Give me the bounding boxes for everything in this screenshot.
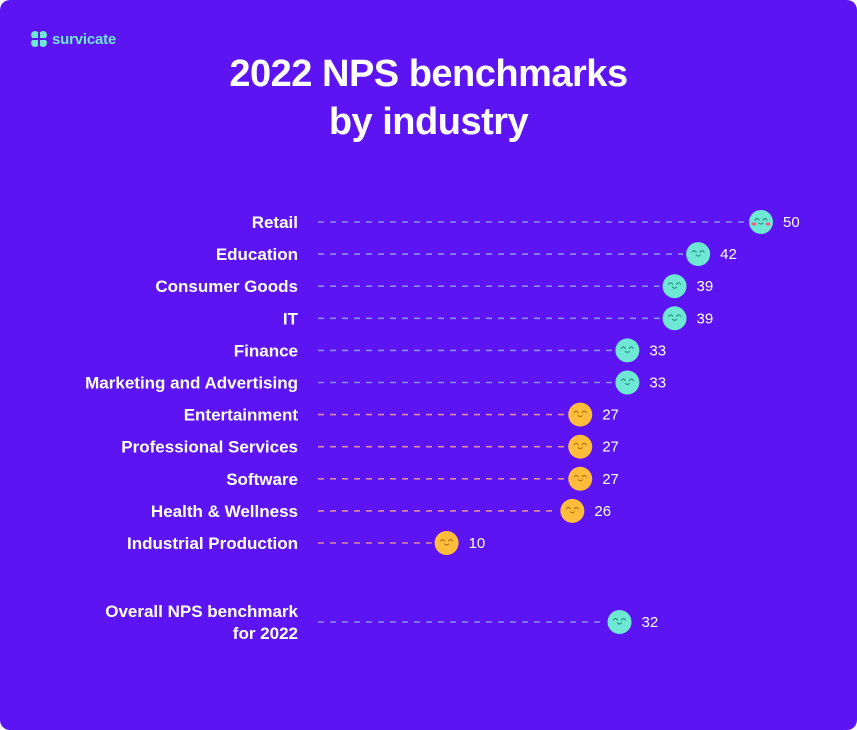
data-row: Consumer Goods 39 bbox=[155, 274, 714, 299]
smiley-face-icon bbox=[615, 338, 640, 363]
data-row: Professional Services 27 bbox=[121, 434, 619, 459]
category-label: Finance bbox=[234, 341, 298, 360]
value-label: 32 bbox=[642, 614, 659, 631]
brand-name: survicate bbox=[52, 30, 117, 48]
smiley-face-icon bbox=[686, 242, 711, 267]
category-label: Consumer Goods bbox=[155, 277, 298, 296]
category-label: Retail bbox=[252, 213, 298, 232]
data-row: Health & Wellness 26 bbox=[151, 498, 611, 523]
value-label: 50 bbox=[783, 214, 800, 231]
value-label: 33 bbox=[649, 375, 666, 392]
category-label: Entertainment bbox=[184, 406, 299, 425]
value-label: 39 bbox=[697, 278, 714, 295]
smiley-face-icon bbox=[749, 210, 773, 234]
page-title: 2022 NPS benchmarks by industry bbox=[0, 50, 857, 146]
value-label: 27 bbox=[602, 471, 619, 488]
data-row: Finance 33 bbox=[234, 338, 666, 363]
value-label: 26 bbox=[594, 503, 611, 520]
data-row: Marketing and Advertising 33 bbox=[85, 370, 666, 395]
data-row: Entertainment 27 bbox=[184, 402, 619, 427]
value-label: 10 bbox=[469, 535, 486, 552]
value-label: 42 bbox=[720, 246, 737, 263]
category-label: Professional Services bbox=[121, 438, 298, 457]
category-label: Software bbox=[226, 470, 298, 489]
title-line-2: by industry bbox=[328, 101, 529, 143]
smiley-face-icon bbox=[434, 531, 459, 555]
brand-logo: survicate bbox=[30, 30, 116, 48]
smiley-face-icon bbox=[662, 306, 687, 331]
category-label: Education bbox=[216, 245, 298, 264]
data-row: Software 27 bbox=[226, 466, 619, 491]
smiley-face-icon bbox=[560, 498, 585, 523]
title-line-1: 2022 NPS benchmarks bbox=[229, 53, 628, 95]
category-label: Marketing and Advertising bbox=[85, 374, 298, 393]
category-label: IT bbox=[283, 309, 299, 328]
data-row: IT 39 bbox=[283, 306, 714, 331]
value-label: 39 bbox=[697, 310, 714, 327]
smiley-face-icon bbox=[615, 370, 640, 395]
category-label: Health & Wellness bbox=[151, 502, 298, 521]
smiley-face-icon bbox=[568, 434, 593, 459]
category-label: Overall NPS benchmark bbox=[105, 602, 298, 621]
data-row: Retail 50 bbox=[252, 210, 800, 234]
value-label: 33 bbox=[649, 342, 666, 359]
value-label: 27 bbox=[602, 407, 619, 424]
overall-benchmark-row: Overall NPS benchmark for 2022 32 bbox=[105, 602, 658, 643]
value-label: 27 bbox=[602, 439, 619, 456]
smiley-face-icon bbox=[607, 610, 632, 634]
survicate-logo-icon bbox=[31, 31, 47, 47]
smiley-face-icon bbox=[662, 274, 687, 299]
data-row: Industrial Production 10 bbox=[127, 531, 485, 555]
category-label: Industrial Production bbox=[127, 534, 298, 553]
smiley-face-icon bbox=[568, 402, 593, 427]
smiley-face-icon bbox=[568, 466, 593, 491]
category-label: for 2022 bbox=[233, 624, 298, 643]
data-row: Education 42 bbox=[216, 242, 737, 267]
